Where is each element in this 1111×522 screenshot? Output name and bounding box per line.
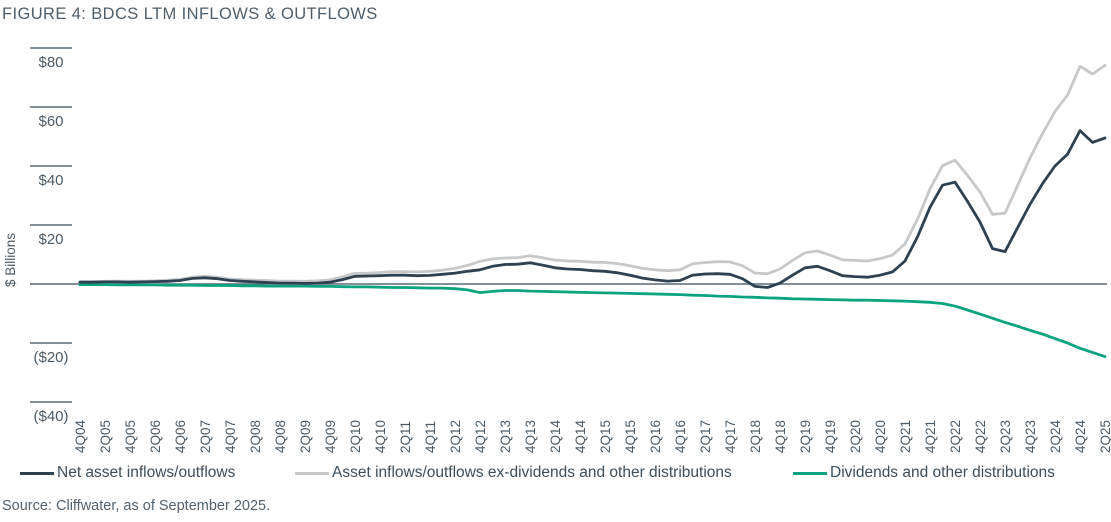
x-tick-label: 2Q14 <box>548 419 563 453</box>
legend-item-net: Net asset inflows/outflows <box>20 462 235 484</box>
x-tick-label: 4Q05 <box>123 420 138 453</box>
y-tick-label: $40 <box>38 172 63 189</box>
x-tick-label: 2Q22 <box>948 420 963 453</box>
x-tick-label: 4Q09 <box>323 420 338 453</box>
x-tick-label: 4Q16 <box>673 420 688 453</box>
x-tick-label: 4Q08 <box>273 420 288 453</box>
legend-item-ex-dividends: Asset inflows/outflows ex-dividends and … <box>295 462 732 484</box>
x-tick-label: 4Q07 <box>223 420 238 453</box>
series-line-0 <box>78 129 1107 289</box>
figure-title: FIGURE 4: BDCS LTM INFLOWS & OUTFLOWS <box>2 5 378 23</box>
x-tick-label: 4Q04 <box>73 419 88 453</box>
series-line-1 <box>78 64 1107 284</box>
x-tick-label: 2Q24 <box>1048 419 1063 453</box>
x-tick-label: 2Q25 <box>1098 420 1111 453</box>
y-tick-label: $80 <box>38 54 63 71</box>
legend-swatch-net <box>20 471 54 475</box>
x-tick-label: 2Q09 <box>298 420 313 453</box>
legend-label-net: Net asset inflows/outflows <box>57 464 236 481</box>
x-tick-label: 4Q17 <box>723 420 738 453</box>
y-tick-label: ($20) <box>33 349 68 366</box>
legend-label-ex-dividends: Asset inflows/outflows ex-dividends and … <box>332 464 732 481</box>
legend-item-dividends: Dividends and other distributions <box>793 462 1055 484</box>
line-chart-canvas: $80 $60 $40 $20 ($20) ($40) $ Billions 4Q04 2Q05… <box>3 47 1111 453</box>
x-tick-label: 2Q20 <box>848 420 863 453</box>
y-tick-label: ($40) <box>33 408 68 425</box>
x-tick-label: 2Q16 <box>648 420 663 453</box>
x-tick-label: 2Q21 <box>898 420 913 453</box>
x-tick-label: 2Q13 <box>498 420 513 453</box>
x-tick-label: 4Q19 <box>823 420 838 453</box>
y-tick-label: $20 <box>38 231 63 248</box>
x-tick-label: 2Q06 <box>148 420 163 453</box>
legend-label-dividends: Dividends and other distributions <box>830 464 1055 481</box>
x-tick-label: 4Q23 <box>1023 420 1038 453</box>
x-tick-label: 4Q12 <box>473 420 488 453</box>
x-tick-label: 2Q23 <box>998 420 1013 453</box>
x-tick-label: 4Q15 <box>623 420 638 453</box>
series-line-2 <box>78 283 1107 359</box>
x-tick-label: 4Q21 <box>923 420 938 453</box>
x-tick-label: 4Q13 <box>523 420 538 453</box>
x-tick-label: 4Q20 <box>873 420 888 453</box>
x-tick-label: 4Q10 <box>373 420 388 453</box>
legend-swatch-ex-dividends <box>295 471 329 475</box>
x-tick-label: 4Q18 <box>773 420 788 453</box>
y-tick-label: $60 <box>38 113 63 130</box>
source-note: Source: Cliffwater, as of September 2025… <box>2 498 271 514</box>
legend-swatch-dividends <box>793 471 827 475</box>
x-tick-label: 2Q12 <box>448 420 463 453</box>
x-tick-label: 4Q24 <box>1073 419 1088 453</box>
x-tick-label: 2Q08 <box>248 420 263 453</box>
x-tick-label: 2Q10 <box>348 420 363 453</box>
x-tick-label: 4Q14 <box>573 419 588 453</box>
x-tick-label: 2Q15 <box>598 420 613 453</box>
x-tick-label: 2Q07 <box>198 420 213 453</box>
x-tick-label: 4Q11 <box>423 421 438 453</box>
x-tick-label: 2Q11 <box>398 421 413 453</box>
x-tick-label: 2Q05 <box>98 420 113 453</box>
x-tick-label: 2Q17 <box>698 420 713 453</box>
y-axis-title: $ Billions <box>3 233 18 287</box>
x-tick-label: 2Q19 <box>798 420 813 453</box>
x-tick-label: 2Q18 <box>748 420 763 453</box>
x-tick-label: 4Q06 <box>173 420 188 453</box>
x-tick-label: 4Q22 <box>973 420 988 453</box>
